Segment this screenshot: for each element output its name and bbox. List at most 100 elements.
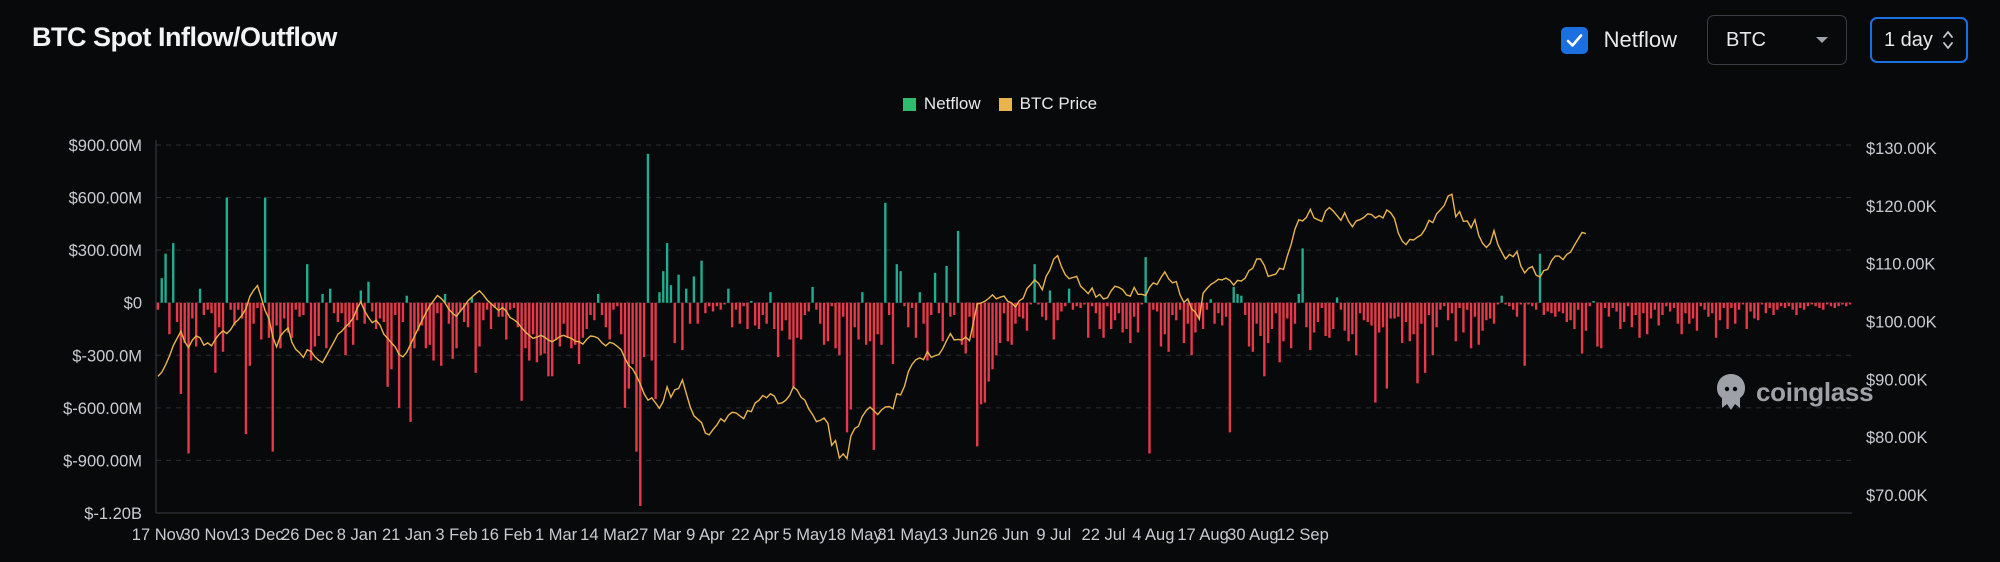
netflow-bar bbox=[1623, 302, 1626, 322]
netflow-bar bbox=[309, 302, 313, 361]
netflow-bar bbox=[1630, 302, 1634, 328]
netflow-bar bbox=[187, 302, 190, 454]
netflow-bar bbox=[1546, 302, 1549, 312]
x-tick-label: 31 May bbox=[877, 526, 932, 544]
netflow-bar bbox=[1665, 302, 1668, 307]
netflow-bar bbox=[417, 302, 420, 331]
netflow-bar bbox=[516, 302, 519, 328]
netflow-bar bbox=[240, 302, 244, 319]
netflow-bar bbox=[773, 302, 776, 329]
netflow-bar bbox=[378, 302, 382, 319]
legend-item-netflow[interactable]: Netflow bbox=[902, 94, 981, 114]
watermark-text: coinglass bbox=[1756, 376, 1874, 407]
netflow-bar bbox=[1776, 302, 1779, 310]
interval-select[interactable]: 1 day bbox=[1870, 17, 1968, 63]
btc-price-line bbox=[157, 193, 1587, 461]
netflow-bar bbox=[646, 153, 650, 303]
netflow-bar bbox=[1707, 302, 1710, 317]
netflow-bar bbox=[1209, 299, 1212, 303]
netflow-bar bbox=[436, 302, 439, 314]
netflow-bar bbox=[887, 302, 891, 315]
netflow-bar bbox=[1132, 302, 1136, 317]
netflow-bar bbox=[788, 302, 791, 340]
netflow-bar bbox=[631, 302, 634, 365]
netflow-bar bbox=[979, 302, 983, 405]
netflow-checkbox[interactable]: Netflow bbox=[1560, 26, 1677, 54]
netflow-bar bbox=[1044, 302, 1048, 321]
netflow-bar bbox=[539, 302, 542, 356]
asset-select[interactable]: BTC bbox=[1707, 15, 1847, 65]
netflow-bar bbox=[803, 302, 807, 315]
y-right-tick-label: $110.00K bbox=[1866, 256, 1935, 274]
netflow-bar bbox=[306, 264, 309, 303]
netflow-bar bbox=[332, 302, 336, 314]
netflow-bar bbox=[233, 302, 236, 326]
netflow-bar bbox=[1760, 302, 1764, 305]
netflow-bar bbox=[1374, 302, 1377, 403]
netflow-bar bbox=[1626, 302, 1630, 307]
netflow-bar bbox=[524, 302, 527, 349]
netflow-bar bbox=[263, 197, 267, 303]
netflow-bar bbox=[237, 302, 240, 310]
netflow-bar bbox=[1224, 302, 1228, 317]
netflow-bar bbox=[463, 302, 466, 322]
y-left-tick-label: $0 bbox=[124, 295, 142, 313]
netflow-bar bbox=[719, 302, 722, 310]
netflow-bar bbox=[374, 302, 378, 329]
netflow-bar bbox=[708, 302, 711, 307]
netflow-bar bbox=[512, 302, 516, 308]
up-down-arrows-icon bbox=[1943, 31, 1953, 49]
legend-label-btc-price: BTC Price bbox=[1019, 94, 1098, 113]
netflow-bar bbox=[1833, 302, 1836, 308]
netflow-bar bbox=[206, 302, 209, 310]
netflow-bar bbox=[872, 302, 876, 450]
netflow-bar bbox=[907, 302, 910, 328]
netflow-bar bbox=[1067, 288, 1071, 303]
netflow-bar bbox=[183, 302, 186, 344]
netflow-bar bbox=[1332, 302, 1335, 329]
x-tick-label: 12 Sep bbox=[1276, 526, 1328, 544]
netflow-bar bbox=[543, 302, 546, 354]
netflow-bar bbox=[1221, 302, 1224, 326]
netflow-bar bbox=[895, 264, 898, 303]
netflow-bar bbox=[1711, 302, 1714, 314]
netflow-bar bbox=[1079, 302, 1082, 308]
netflow-bar bbox=[1496, 302, 1500, 305]
netflow-bar bbox=[1339, 302, 1343, 310]
legend-item-btc-price[interactable]: BTC Price bbox=[998, 94, 1098, 114]
netflow-bar bbox=[390, 302, 393, 370]
netflow-bar bbox=[1749, 302, 1752, 312]
netflow-bar bbox=[1025, 302, 1029, 331]
netflow-bar bbox=[1010, 302, 1013, 345]
netflow-bar bbox=[214, 302, 217, 373]
netflow-bar bbox=[685, 288, 688, 303]
netflow-bar bbox=[302, 302, 305, 315]
netflow-bar bbox=[1538, 253, 1542, 303]
netflow-bar bbox=[1718, 302, 1722, 321]
netflow-bar bbox=[784, 302, 787, 321]
netflow-bar bbox=[926, 302, 929, 361]
chart-legend: Netflow BTC Price bbox=[0, 94, 2000, 114]
netflow-bar bbox=[1795, 302, 1798, 315]
netflow-bar bbox=[1389, 302, 1392, 319]
netflow-bar bbox=[822, 302, 826, 345]
netflow-bar bbox=[585, 302, 588, 329]
netflow-bar bbox=[1477, 302, 1480, 345]
netflow-bar bbox=[1400, 302, 1404, 344]
netflow-bar bbox=[765, 302, 768, 324]
netflow-bar bbox=[1274, 302, 1278, 314]
netflow-bar bbox=[1075, 302, 1078, 307]
netflow-bar bbox=[1021, 302, 1025, 319]
netflow-bar bbox=[976, 302, 979, 447]
netflow-bar bbox=[650, 302, 653, 361]
netflow-bar bbox=[1094, 302, 1098, 314]
netflow-bar bbox=[1416, 302, 1419, 384]
netflow-bar bbox=[1492, 302, 1496, 324]
netflow-bar bbox=[1450, 302, 1454, 314]
netflow-bar bbox=[355, 302, 359, 321]
netflow-bar bbox=[1825, 302, 1829, 305]
netflow-bar bbox=[1232, 286, 1235, 303]
netflow-bar bbox=[1198, 302, 1201, 317]
netflow-bar bbox=[1152, 302, 1155, 310]
chart-controls: Netflow BTC 1 day bbox=[1560, 15, 1968, 65]
